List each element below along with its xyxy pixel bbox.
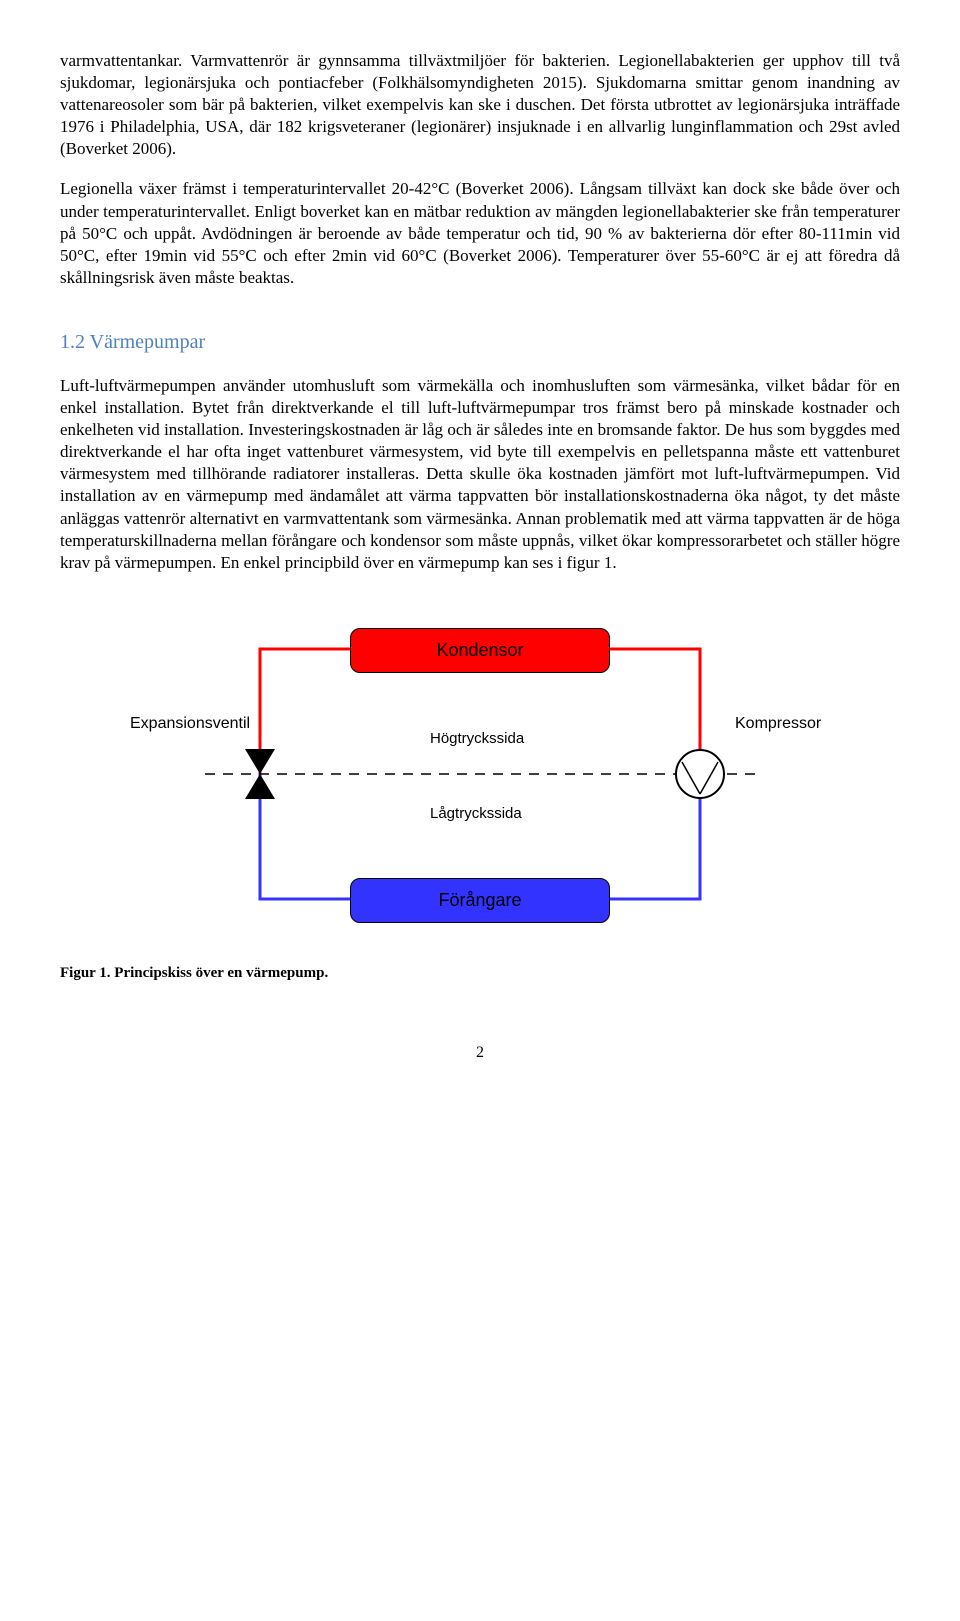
figure-1: Kondensor Förångare Expansionsventil Kom…: [60, 604, 900, 984]
section-title-varmepumpar: 1.2 Värmepumpar: [60, 329, 900, 355]
paragraph-2: Legionella växer främst i temperaturinte…: [60, 178, 900, 288]
paragraph-3: Luft-luftvärmepumpen använder utomhusluf…: [60, 375, 900, 574]
hogtryck-label: Högtryckssida: [430, 729, 524, 749]
lagtryck-label: Lågtryckssida: [430, 804, 522, 824]
forangare-box: Förångare: [350, 878, 610, 923]
kondensor-box: Kondensor: [350, 628, 610, 673]
expansionsventil-label: Expansionsventil: [130, 714, 250, 735]
heatpump-diagram: Kondensor Förångare Expansionsventil Kom…: [130, 604, 830, 944]
kompressor-label: Kompressor: [735, 714, 821, 735]
forangare-label: Förångare: [438, 890, 521, 910]
paragraph-1: varmvattentankar. Varmvattenrör är gynns…: [60, 50, 900, 160]
kondensor-label: Kondensor: [436, 640, 523, 660]
page-number: 2: [60, 1043, 900, 1064]
figure-1-caption: Figur 1. Principskiss över en värmepump.: [60, 964, 900, 984]
